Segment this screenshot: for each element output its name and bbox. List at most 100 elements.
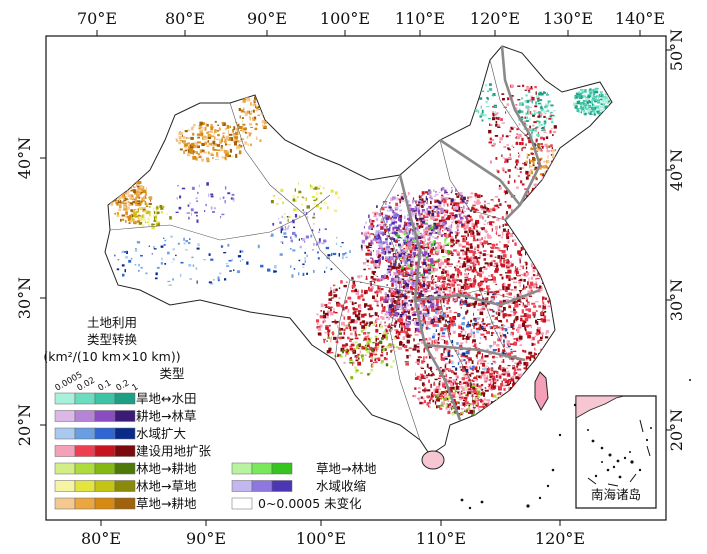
change-patch (448, 332, 451, 335)
change-patch (384, 324, 387, 327)
change-patch (243, 111, 246, 113)
change-patch (133, 210, 135, 213)
change-patch (224, 156, 226, 160)
change-patch (514, 179, 516, 183)
change-patch (509, 130, 512, 133)
change-patch (510, 126, 514, 130)
change-patch (538, 291, 541, 293)
change-patch (424, 201, 427, 203)
change-patch (507, 332, 509, 334)
change-patch (428, 373, 430, 376)
change-patch (180, 261, 184, 264)
change-patch (217, 276, 220, 280)
change-patch (419, 274, 424, 278)
change-patch (422, 290, 424, 292)
change-patch (343, 361, 346, 364)
change-patch (391, 324, 394, 327)
change-patch (428, 233, 433, 236)
change-patch (507, 352, 512, 357)
change-patch (390, 293, 395, 298)
change-patch (395, 259, 397, 264)
change-patch (466, 241, 469, 246)
change-patch (492, 216, 496, 219)
change-patch (578, 94, 582, 99)
change-patch (435, 308, 440, 311)
change-patch (375, 338, 377, 342)
change-patch (512, 325, 514, 330)
change-patch (552, 130, 557, 134)
change-patch (419, 241, 422, 245)
change-patch (530, 276, 534, 280)
change-patch (595, 105, 600, 109)
change-patch (455, 239, 460, 243)
change-patch (466, 207, 468, 210)
change-patch (457, 349, 460, 353)
change-patch (490, 279, 493, 281)
change-patch (293, 208, 297, 212)
change-patch (536, 328, 538, 332)
change-patch (419, 219, 424, 223)
change-patch (405, 256, 407, 259)
change-patch (466, 382, 469, 384)
change-patch (424, 320, 427, 325)
change-patch (192, 155, 197, 160)
change-patch (424, 269, 429, 274)
change-patch (445, 362, 448, 365)
change-patch (518, 335, 523, 340)
change-patch (460, 408, 464, 410)
change-patch (128, 259, 132, 263)
change-patch (511, 144, 513, 148)
change-patch (583, 89, 585, 92)
change-patch (229, 125, 231, 128)
change-patch (398, 245, 403, 249)
change-patch (397, 331, 401, 336)
change-patch (501, 263, 506, 268)
change-patch (405, 313, 407, 316)
change-patch (482, 406, 486, 409)
change-patch (423, 294, 427, 296)
change-patch (540, 157, 543, 161)
change-patch (412, 199, 414, 204)
change-patch (434, 287, 437, 290)
change-patch (542, 318, 546, 323)
change-patch (368, 232, 371, 235)
change-patch (447, 279, 451, 281)
change-patch (420, 396, 424, 399)
change-patch (340, 314, 344, 317)
change-patch (149, 199, 151, 202)
change-patch (425, 231, 428, 233)
change-patch (345, 256, 348, 259)
change-patch (519, 259, 521, 264)
change-patch (441, 394, 443, 397)
change-patch (516, 315, 519, 320)
change-patch (411, 311, 415, 315)
change-patch (415, 320, 417, 322)
change-patch (384, 330, 388, 334)
change-patch (369, 307, 373, 311)
change-patch (438, 388, 441, 390)
change-patch (533, 128, 538, 132)
change-patch (345, 306, 347, 310)
change-patch (403, 306, 407, 309)
change-patch (486, 368, 490, 371)
change-patch (221, 156, 226, 159)
change-patch (116, 268, 120, 271)
change-patch (480, 90, 485, 93)
change-patch (386, 235, 389, 240)
change-patch (387, 316, 390, 321)
change-patch (472, 391, 476, 393)
change-patch (512, 127, 516, 129)
change-patch (461, 209, 464, 213)
change-patch (168, 284, 172, 286)
change-patch (520, 299, 522, 301)
change-patch (231, 258, 233, 262)
change-patch (463, 291, 468, 295)
change-patch (323, 315, 327, 319)
change-patch (213, 143, 218, 146)
change-patch (357, 275, 361, 279)
change-patch (573, 102, 576, 106)
change-patch (465, 350, 469, 355)
change-patch (215, 159, 219, 161)
change-patch (533, 356, 536, 360)
change-patch (385, 256, 388, 258)
